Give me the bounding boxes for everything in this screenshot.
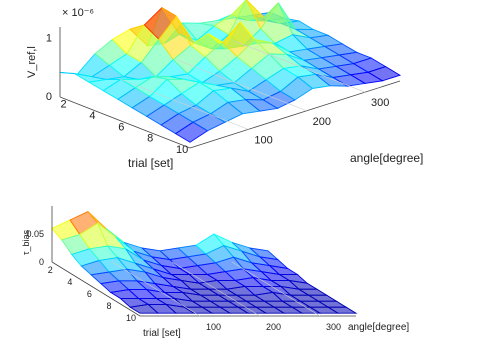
z-tick-label: 0 xyxy=(46,91,52,103)
y-tick-label: 10 xyxy=(126,313,136,323)
x-gridline xyxy=(231,261,321,317)
top-ylabel: trial [set] xyxy=(128,156,173,170)
x-gridline xyxy=(176,59,307,112)
z-tick-label: 0.05 xyxy=(26,229,44,239)
y-tick-label: 2 xyxy=(48,265,53,275)
y-axis-line xyxy=(51,261,141,317)
y-tick-label: 10 xyxy=(176,144,188,156)
y-tick-label: 6 xyxy=(118,121,124,133)
top-zlabel: V_ref,l xyxy=(26,46,38,78)
x-gridline xyxy=(118,78,249,130)
surface-cell xyxy=(367,66,402,82)
y-tick-label: 8 xyxy=(147,133,153,145)
bottom-xlabel: angle[degree] xyxy=(348,322,409,333)
z-tick-label: 1 xyxy=(46,33,52,45)
bottom-ylabel: trial [set] xyxy=(143,328,181,339)
x-gridline xyxy=(111,261,201,317)
top-zscale-label: × 10⁻⁶ xyxy=(62,7,94,19)
bottom-zlabel: τ_bias xyxy=(21,229,31,255)
x-gridline xyxy=(234,40,366,93)
y-tick-label: 8 xyxy=(106,301,111,311)
x-tick-label: 300 xyxy=(371,97,389,109)
y-axis-line xyxy=(59,96,191,149)
x-gridline xyxy=(171,261,261,317)
x-tick-label: 100 xyxy=(206,322,221,332)
y-tick-label: 2 xyxy=(60,99,66,111)
x-tick-label: 200 xyxy=(313,116,331,128)
x-tick-label: 200 xyxy=(266,322,281,332)
top-xlabel: angle[degree] xyxy=(350,151,423,165)
bottom-surface-mesh xyxy=(51,211,358,314)
surface-cell xyxy=(326,306,358,314)
y-tick-label: 4 xyxy=(67,277,72,287)
x-tick-label: 100 xyxy=(254,134,272,146)
y-tick-label: 6 xyxy=(87,289,92,299)
y-tick-label: 4 xyxy=(89,110,95,122)
z-tick-label: 0 xyxy=(39,257,44,267)
x-tick-label: 300 xyxy=(326,322,341,332)
top-surface-mesh xyxy=(59,0,402,143)
